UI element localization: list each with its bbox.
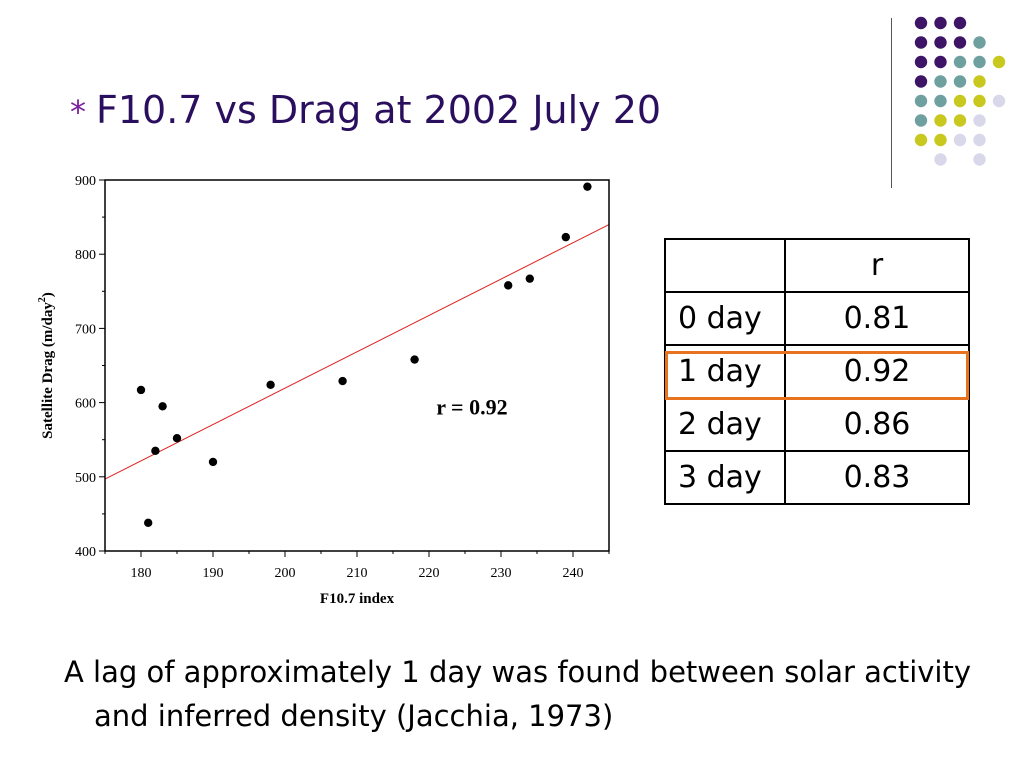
y-axis-label-sup: 2 xyxy=(37,297,48,302)
table-cell-r: 0.83 xyxy=(784,450,970,505)
decorative-dot xyxy=(953,114,967,127)
y-tick-label: 900 xyxy=(75,174,96,189)
decorative-dot xyxy=(934,133,947,147)
data-point xyxy=(338,376,347,386)
decorative-dot-grid xyxy=(914,16,1006,166)
decorative-dot xyxy=(973,55,986,69)
title-text: F10.7 vs Drag at 2002 July 20 xyxy=(96,88,662,132)
table-cell-lag: 1 day xyxy=(664,344,786,399)
title-bullet: * xyxy=(70,93,86,131)
y-tick-label: 800 xyxy=(75,248,96,263)
decorative-dot xyxy=(953,55,967,69)
decorative-dot xyxy=(914,133,928,147)
decorative-dot xyxy=(934,153,947,166)
x-axis-label: F10.7 index xyxy=(320,591,395,607)
decorative-dot xyxy=(953,94,967,108)
y-tick-label: 500 xyxy=(75,471,96,486)
data-point xyxy=(583,182,592,191)
data-point xyxy=(151,446,160,456)
data-point xyxy=(410,355,419,364)
correlation-table: r 0 day 0.81 1 day 0.92 2 day 0.86 3 day… xyxy=(664,238,970,505)
data-point xyxy=(144,518,153,528)
decorative-dot xyxy=(953,75,967,88)
decorative-dot xyxy=(953,36,967,49)
decorative-dot xyxy=(992,94,1006,108)
x-tick-label: 200 xyxy=(275,566,296,581)
decorative-dot xyxy=(934,75,947,88)
table-cell-lag: 2 day xyxy=(664,397,786,452)
decorative-dot xyxy=(953,16,967,30)
decorative-dot xyxy=(914,55,928,69)
plot-frame xyxy=(104,179,610,552)
table-cell-lag: 3 day xyxy=(664,450,786,505)
table-row: 0 day 0.81 xyxy=(664,291,970,346)
x-tick-label: 230 xyxy=(491,566,512,581)
decorative-dot xyxy=(914,94,928,108)
data-point xyxy=(208,457,218,467)
decorative-dot xyxy=(914,16,928,30)
decorative-dot xyxy=(934,94,947,108)
regression-line xyxy=(104,224,610,480)
table-row: 1 day 0.92 xyxy=(664,344,970,399)
decorative-dot xyxy=(973,133,986,147)
data-point xyxy=(158,402,167,411)
decorative-dot xyxy=(973,36,986,49)
slide-title: * F10.7 vs Drag at 2002 July 20 xyxy=(70,88,830,148)
decorative-dot xyxy=(973,75,986,88)
footnote-text: A lag of approximately 1 day was found b… xyxy=(64,655,972,733)
decorative-dot xyxy=(934,114,947,127)
table-header-row: r xyxy=(664,238,970,293)
y-axis-label: Satellite Drag (m/day2) xyxy=(37,292,56,439)
data-point xyxy=(561,232,570,242)
table-header-cell xyxy=(664,238,786,293)
decorative-dot xyxy=(973,153,986,166)
x-tick-label: 180 xyxy=(131,566,152,581)
y-tick-label: 400 xyxy=(75,545,96,560)
table-cell-r: 0.86 xyxy=(784,397,970,452)
data-point xyxy=(136,385,146,395)
table-row: 2 day 0.86 xyxy=(664,397,970,452)
x-tick-label: 220 xyxy=(419,566,440,581)
table-cell-r: 0.81 xyxy=(784,291,970,346)
table-row: 3 day 0.83 xyxy=(664,450,970,505)
y-tick-label: 700 xyxy=(75,322,96,337)
data-point xyxy=(172,434,182,443)
y-axis-label-main: Satellite Drag (m/day xyxy=(40,302,56,439)
decorative-dot xyxy=(992,55,1006,69)
table-cell-lag: 0 day xyxy=(664,291,786,346)
scatter-chart: 180 190 200 210 220 230 240400500600700800900 … xyxy=(37,174,610,607)
decorative-dot xyxy=(914,36,928,49)
correlation-annotation: r = 0.92 xyxy=(436,394,507,419)
table-header-cell: r xyxy=(784,238,970,293)
y-axis-label-close: ) xyxy=(40,292,56,297)
y-tick-label: 600 xyxy=(75,397,96,412)
decorative-dot xyxy=(973,94,986,108)
decorative-dot xyxy=(934,36,947,49)
data-point xyxy=(504,281,513,290)
decorative-dot xyxy=(914,75,928,88)
decorative-dot xyxy=(953,133,967,147)
data-point xyxy=(525,274,534,283)
divider-line xyxy=(891,18,892,188)
decorative-dot xyxy=(934,55,947,69)
data-point xyxy=(266,380,275,389)
x-tick-label: 190 xyxy=(203,566,224,581)
decorative-dot xyxy=(934,16,947,30)
x-tick-label: 240 xyxy=(563,566,584,581)
decorative-dot xyxy=(914,114,928,127)
decorative-dot xyxy=(973,114,986,127)
table-cell-r: 0.92 xyxy=(784,344,970,399)
x-tick-label: 210 xyxy=(347,566,368,581)
